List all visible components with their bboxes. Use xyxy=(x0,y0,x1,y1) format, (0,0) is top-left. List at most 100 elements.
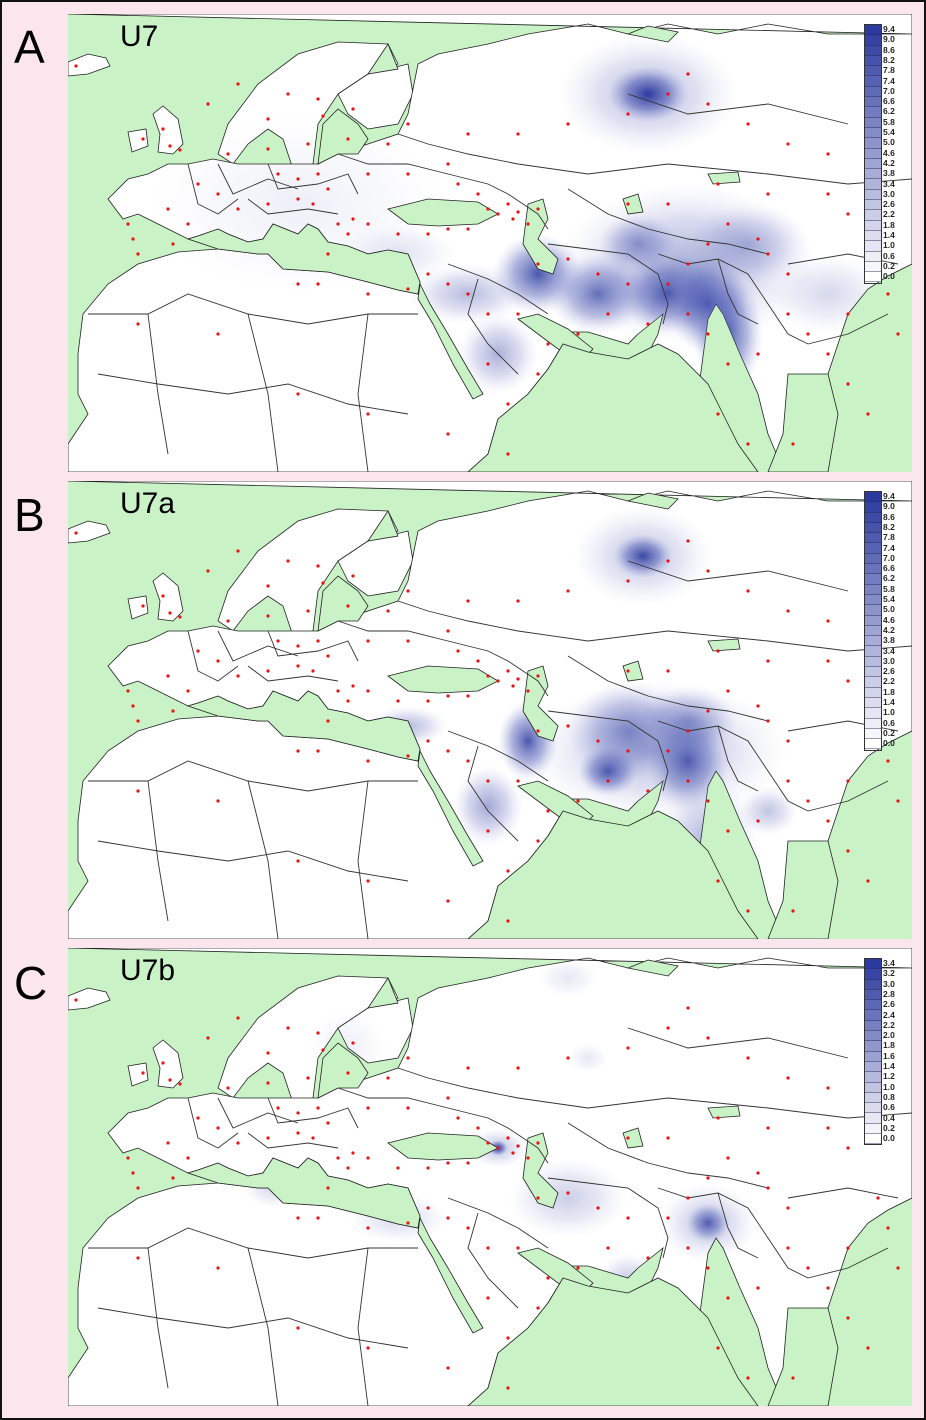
color-scale-tick-label: 7.4 xyxy=(883,542,895,553)
color-scale-tick-label: 2.2 xyxy=(883,1019,895,1030)
sea-layer xyxy=(186,492,839,939)
color-scale-step xyxy=(865,272,881,283)
color-scale-step xyxy=(865,605,881,616)
color-scale-step xyxy=(865,708,881,719)
color-scale-tick-label: 2.6 xyxy=(883,666,895,677)
color-scale-step xyxy=(865,169,881,180)
sample-dots xyxy=(74,998,900,1390)
color-scale-step xyxy=(865,512,881,523)
color-scale-tick-label: 8.6 xyxy=(883,44,895,55)
color-scale-tick-label: 3.0 xyxy=(883,655,895,666)
color-scale-tick-label: 0.0 xyxy=(883,1133,895,1144)
color-scale-tick-label: 7.8 xyxy=(883,532,895,543)
color-scale-tick-label: 1.8 xyxy=(883,686,895,697)
color-scale-step xyxy=(865,200,881,211)
color-scale-step xyxy=(865,687,881,698)
color-scale-step xyxy=(865,220,881,231)
color-scale-tick-label: 7.8 xyxy=(883,65,895,76)
color-scale-tick-label: 6.2 xyxy=(883,106,895,117)
color-scale-step xyxy=(865,158,881,170)
color-scale-tick-label: 8.2 xyxy=(883,521,895,532)
color-scale-tick-label: 9.4 xyxy=(883,491,895,501)
color-scale-step xyxy=(865,189,881,201)
color-scale-step xyxy=(865,1051,881,1062)
color-scale-step xyxy=(865,584,881,595)
color-scale-tick-label: 3.0 xyxy=(883,188,895,199)
color-scale-tick-label: 3.4 xyxy=(883,958,895,968)
border-lines xyxy=(88,1027,912,1406)
color-scale-tick-label: 6.6 xyxy=(883,563,895,574)
color-scale-step xyxy=(865,969,881,980)
color-scale-step xyxy=(865,230,881,242)
color-scale-step xyxy=(865,1092,881,1104)
sea-layer xyxy=(186,25,839,472)
color-scale-tick-label: 0.8 xyxy=(883,1091,895,1102)
color-scale-bar xyxy=(864,958,882,1146)
color-scale-tick-label: 0.2 xyxy=(883,260,895,271)
color-scale-step xyxy=(865,251,881,262)
color-scale-step xyxy=(865,179,881,190)
color-scale-tick-label: 4.6 xyxy=(883,147,895,158)
color-scale-tick-label: 0.6 xyxy=(883,717,895,728)
color-scale-tick-label: 7.0 xyxy=(883,552,895,563)
color-scale-tick-label: 3.4 xyxy=(883,645,895,656)
color-scale-tick-label: 1.8 xyxy=(883,219,895,230)
color-scale-step xyxy=(865,127,881,139)
color-scale-tick-label: 0.4 xyxy=(883,1112,895,1123)
color-scale-step xyxy=(865,210,881,221)
color-scale-step xyxy=(865,1000,881,1011)
color-scale-step xyxy=(865,667,881,678)
color-scale-tick-label: 9.0 xyxy=(883,501,895,512)
map-panel-u7: U7 9.4 9.0 8.6 8.2 7.8 7.4 7.0 6.6 6.2 5.8 5.4 5.0 4.… xyxy=(68,14,912,472)
map-title: U7b xyxy=(120,954,176,987)
color-scale-step xyxy=(865,656,881,668)
color-scale-tick-label: 1.0 xyxy=(883,1081,895,1092)
color-scale-step xyxy=(865,25,881,36)
color-scale-tick-label: 8.6 xyxy=(883,511,895,522)
color-scale-tick-label: 7.4 xyxy=(883,75,895,86)
color-scale-step xyxy=(865,697,881,709)
color-scale-step xyxy=(865,677,881,688)
color-scale-step xyxy=(865,1113,881,1124)
color-scale-tick-label: 4.2 xyxy=(883,624,895,635)
color-scale-tick-label: 3.8 xyxy=(883,168,895,179)
color-scale-step xyxy=(865,989,881,1001)
color-scale-step xyxy=(865,138,881,149)
color-scale-step xyxy=(865,625,881,637)
color-scale-step xyxy=(865,739,881,750)
color-scale-step xyxy=(865,117,881,128)
color-scale-step xyxy=(865,1072,881,1083)
border-lines xyxy=(88,560,912,939)
color-scale-tick-label: 1.0 xyxy=(883,240,895,251)
color-scale-tick-label: 1.4 xyxy=(883,697,895,707)
color-scale-step xyxy=(865,553,881,565)
color-scale-tick-label: 4.6 xyxy=(883,614,895,625)
color-scale-tick-label: 1.0 xyxy=(883,707,895,718)
color-scale-step xyxy=(865,35,881,46)
color-scale-step xyxy=(865,1103,881,1114)
color-scale-step xyxy=(865,1031,881,1042)
color-scale-step xyxy=(865,1082,881,1093)
color-scale-step xyxy=(865,522,881,534)
color-scale-tick-label: 3.4 xyxy=(883,178,895,189)
color-scale-tick-label: 8.2 xyxy=(883,54,895,65)
color-scale-step xyxy=(865,107,881,118)
color-scale-step xyxy=(865,97,881,108)
color-scale-tick-label: 4.2 xyxy=(883,157,895,168)
map-canvas xyxy=(68,948,912,1406)
color-scale-tick-label: 2.2 xyxy=(883,209,895,220)
color-scale-step xyxy=(865,615,881,626)
color-scale-tick-label: 1.4 xyxy=(883,1061,895,1071)
color-scale-tick-label: 5.8 xyxy=(883,583,895,594)
color-scale-tick-label: 3.2 xyxy=(883,968,895,979)
color-scale-step xyxy=(865,564,881,575)
color-scale-tick-label: 0.2 xyxy=(883,727,895,738)
sample-dots xyxy=(74,531,900,923)
color-scale-step xyxy=(865,1134,881,1145)
panel-letter: B xyxy=(14,489,45,541)
map-panel-u7b: U7b 3.4 3.2 3.0 2.8 2.6 2.4 2.2 2.0 1.8 1.6 1.4 1.2 1… xyxy=(68,948,912,1406)
color-scale-step xyxy=(865,543,881,554)
color-scale-tick-label: 9.4 xyxy=(883,24,895,34)
color-scale-step xyxy=(865,959,881,970)
